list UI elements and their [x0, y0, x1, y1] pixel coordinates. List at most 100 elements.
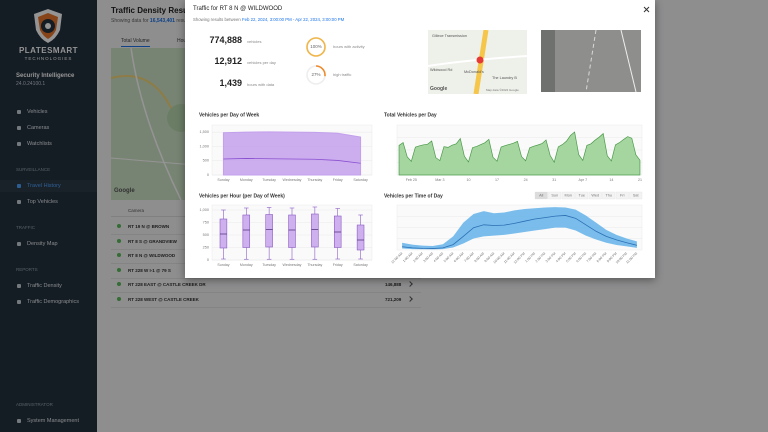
y-tick-label: 500	[203, 159, 209, 163]
map-attribution: Map data ©2024 Google	[486, 88, 519, 92]
location-map[interactable]: Gillece Transmission Wildwood Rd McDonald'…	[428, 30, 527, 94]
x-tick-label: Tuesday	[262, 263, 276, 267]
status-dot	[117, 267, 121, 272]
nav-icon	[17, 242, 21, 246]
camera-name: RT 19 N @ BROWN	[128, 224, 170, 229]
filter-tab[interactable]	[575, 191, 589, 200]
filter-tab[interactable]	[629, 191, 643, 200]
camera-name: RT 228 EAST @ CASTLE CREEK DR	[128, 282, 206, 287]
nav-item[interactable]: Watchlists	[0, 138, 97, 150]
nav-label: Travel History	[27, 183, 61, 189]
filter-tab-label[interactable]: Mon	[565, 194, 572, 198]
table-row[interactable]: RT 228 W I-1 @ 79 S	[111, 264, 421, 279]
filter-tab-label[interactable]: All	[539, 194, 543, 198]
x-tick-label: Wednesday	[283, 178, 302, 182]
x-tick-label: Mar 3	[435, 178, 444, 182]
camera-image[interactable]	[541, 30, 641, 92]
x-tick-label: 7:00 AM	[463, 251, 475, 263]
map-roads	[428, 30, 527, 94]
box	[311, 213, 319, 248]
filter-tab[interactable]	[588, 191, 602, 200]
y-tick-label: 500	[203, 233, 209, 237]
x-tick-label: 8:00 PM	[596, 251, 608, 263]
tab[interactable]: Hourly	[177, 38, 191, 46]
nav-item[interactable]: Traffic Density	[0, 280, 97, 292]
map-label: Gillece Transmission	[432, 34, 468, 38]
filter-tab[interactable]	[548, 191, 562, 200]
table-row[interactable]: RT 228 WEST @ CASTLE CREEK 721,209	[111, 293, 421, 308]
x-tick-label: Thursday	[307, 178, 322, 182]
x-tick-label: Monday	[240, 263, 253, 267]
x-tick-label: 2:00 AM	[412, 251, 424, 263]
filter-tab-label[interactable]: Tue	[579, 194, 585, 198]
filter-tab[interactable]	[615, 191, 629, 200]
nav-section-heading: SURVEILLANCE	[16, 167, 51, 172]
app-version: 24.0.24100.1	[16, 81, 46, 87]
map-label: McDonald's	[464, 70, 484, 74]
nav-label: Watchlists	[27, 141, 52, 147]
filter-tab-label[interactable]: Thu	[605, 194, 612, 198]
x-tick-label: 11:00 PM	[625, 251, 638, 264]
nav-label: Cameras	[27, 125, 50, 131]
nav-item[interactable]: Traffic Demographics	[0, 296, 97, 308]
camera-name: RT 228 W I-1 @ 79 S	[128, 267, 171, 273]
camera-total: 146,888	[385, 282, 402, 287]
box	[265, 214, 273, 248]
nav-label: Vehicles	[27, 109, 48, 115]
ring-caption: hours with activity	[333, 44, 365, 49]
camera-name: RT 8 N @ WILDWOOD	[128, 253, 176, 258]
modal-title: Traffic for RT 8 N @ WILDWOOD	[193, 6, 283, 12]
x-tick-label: Friday	[333, 263, 343, 267]
box	[356, 224, 365, 251]
filter-tab[interactable]	[561, 191, 575, 200]
nav-item[interactable]: Top Vehicles	[0, 196, 97, 208]
nav-section-heading: ADMINISTRATOR	[16, 402, 53, 407]
app-name: Security Intelligence	[16, 73, 75, 79]
stat-label: vehicles	[247, 39, 262, 44]
area	[398, 131, 641, 176]
filter-tab-label[interactable]: Fri	[620, 194, 625, 198]
nav-item[interactable]: Travel History	[0, 180, 97, 192]
modal: 100% hours with activity 27% high traffic Ve…	[185, 0, 655, 278]
filter-tab-label[interactable]: Wed	[591, 194, 599, 198]
y-tick-label: 250	[203, 246, 209, 250]
nav-item[interactable]: Cameras	[0, 122, 97, 134]
showing-part: results	[176, 18, 192, 24]
nav-item[interactable]: Vehicles	[0, 106, 97, 118]
nav-icon	[17, 142, 21, 146]
stat-value: 774,888	[209, 35, 242, 45]
chart: Vehicles per Hour (per Day of Week) 0 250 5…	[199, 193, 373, 267]
filter-tab-label[interactable]: Sun	[551, 194, 558, 198]
camera-total: 721,209	[385, 296, 402, 302]
x-tick-label: Saturday	[353, 263, 368, 267]
x-tick-label: 2:00 PM	[535, 251, 547, 263]
status-dot	[117, 224, 121, 228]
close-button[interactable]	[643, 6, 650, 13]
line	[223, 158, 361, 164]
y-tick-label: 750	[203, 221, 209, 225]
nav-item[interactable]: Density Map	[0, 238, 97, 250]
table-row[interactable]: RT 228 EAST @ CASTLE CREEK DR 146,888	[111, 278, 421, 293]
x-tick-label: Wednesday	[283, 263, 302, 267]
ring-value	[306, 65, 326, 85]
nav-icon	[17, 284, 21, 288]
showing-part: 16,543,401	[149, 18, 175, 24]
filter-tab[interactable]	[602, 191, 616, 200]
map-label: The Laundry B	[492, 76, 517, 80]
status-dot	[117, 282, 121, 286]
nav-item[interactable]: System Management	[0, 415, 97, 427]
area	[222, 131, 362, 176]
x-tick-label: 1:00 PM	[524, 251, 536, 263]
tab[interactable]: Total Volume	[121, 38, 150, 47]
table-header: Camera	[128, 208, 145, 213]
filter-tab-label[interactable]: Sat	[633, 194, 640, 198]
table: Camera RT 19 N @ BROWN RT 8 S @ GRANDVIEW R…	[111, 204, 421, 308]
subtitle-part: Feb 22, 2024, 3:00:00 PM - Apr 22, 2024,…	[241, 17, 345, 22]
x-tick-label: 24	[524, 178, 528, 182]
nav-label: Traffic Demographics	[27, 299, 79, 305]
x-tick-label: 7:00 PM	[586, 251, 598, 263]
stat-label: hours with data	[247, 82, 275, 87]
filter-tab[interactable]	[534, 191, 548, 200]
x-tick-label: Tuesday	[262, 178, 276, 182]
box	[288, 214, 296, 248]
